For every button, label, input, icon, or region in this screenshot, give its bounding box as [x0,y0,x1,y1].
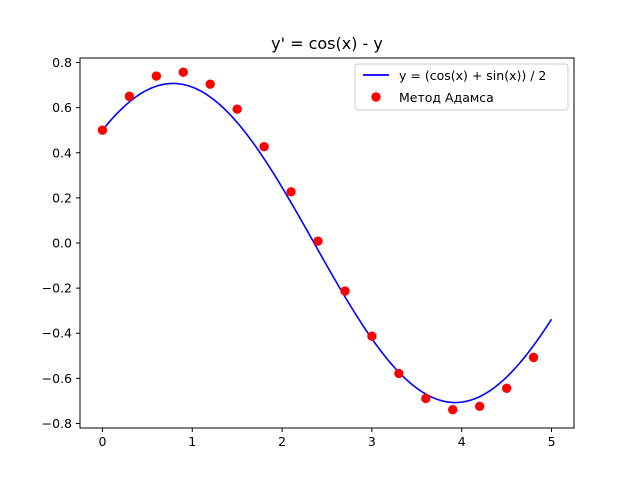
legend: y = (cos(x) + sin(x)) / 2 Метод Адамса [354,63,569,111]
y-tick-label: 0.6 [52,100,72,115]
adams-point [448,405,458,415]
y-tick-label: 0.8 [52,55,72,70]
adams-point [394,368,404,379]
y-tick-label: 0.2 [52,190,72,205]
adams-point [501,383,512,393]
adams-point [232,104,242,114]
y-tick-label: −0.4 [42,326,72,341]
adams-point [151,71,162,81]
legend-box [354,63,569,111]
axis-ticks: 0 1 2 3 4 5 −0.8 −0.6 −0.4 −0.2 0.0 0.2 0.4 0.6 0.8 [42,55,556,449]
axes-frame [79,57,575,429]
x-tick-label: 1 [188,434,196,449]
adams-point [340,286,350,296]
adams-point [528,352,539,363]
legend-label-adams: Метод Адамса [399,90,494,105]
y-tick-label: −0.8 [42,416,72,431]
x-tick-label: 4 [458,434,466,449]
adams-point [421,393,431,404]
adams-point [259,141,269,152]
legend-label-exact: y = (cos(x) + sin(x)) / 2 [399,68,546,83]
adams-point [313,236,323,246]
plot-area [97,67,553,415]
x-tick-label: 3 [368,434,376,449]
adams-point [286,187,296,197]
adams-point [205,79,215,89]
y-tick-label: −0.2 [42,281,72,296]
x-tick-label: 2 [278,434,286,449]
y-tick-label: 0.0 [52,236,72,251]
adams-point [178,67,188,77]
adams-point [97,125,108,135]
exact-solution-line [101,82,553,404]
chart-title: y' = cos(x) - y [271,34,383,53]
legend-marker-swatch [371,92,381,102]
y-tick-label: 0.4 [52,145,72,160]
adams-point [367,331,377,341]
y-tick-label: −0.6 [42,371,72,386]
adams-point [124,91,135,102]
x-tick-label: 5 [548,434,556,449]
x-tick-label: 0 [98,434,106,449]
adams-point [474,401,485,412]
